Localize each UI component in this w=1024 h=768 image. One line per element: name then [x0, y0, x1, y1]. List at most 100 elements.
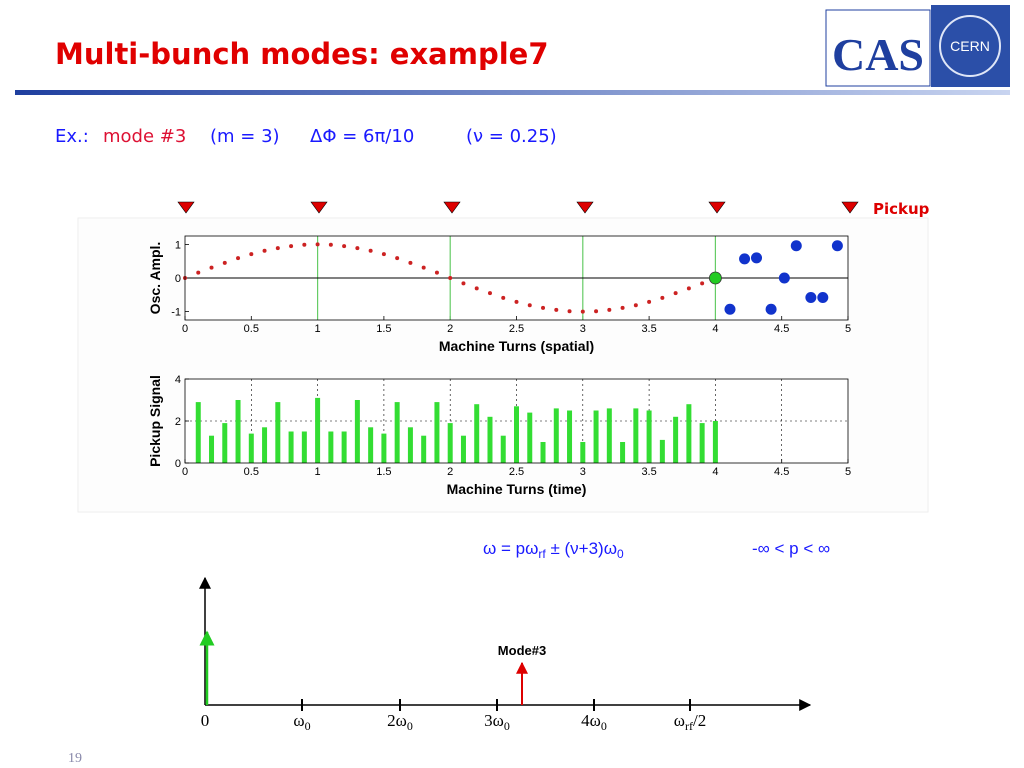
data-point	[541, 305, 546, 310]
logo-frame	[825, 9, 931, 87]
x-tick-label: 0.5	[244, 323, 259, 335]
x-tick-label: 0	[182, 466, 188, 478]
subtitle-mode: mode #3	[103, 126, 186, 147]
bar	[447, 423, 453, 463]
bar	[659, 439, 665, 463]
data-point	[751, 252, 763, 264]
bar	[301, 431, 307, 463]
bar	[421, 435, 427, 463]
y-axis-label: Pickup Signal	[147, 375, 163, 467]
bar	[434, 402, 440, 463]
data-point	[222, 260, 227, 265]
data-point	[607, 307, 612, 312]
y-axis-label: Osc. Ampl.	[147, 242, 163, 315]
bar	[262, 427, 268, 463]
x-tick-label: 4.5	[774, 466, 789, 478]
logo-cern-box	[931, 5, 1010, 87]
bar	[328, 431, 334, 463]
x-tick-label: 0	[182, 323, 188, 335]
subtitle-m: (m = 3)	[210, 126, 280, 147]
x-tick-label: 5	[845, 323, 851, 335]
data-point	[805, 291, 817, 303]
data-point	[328, 242, 333, 247]
bar	[288, 431, 294, 463]
label-base: 4ω	[581, 711, 601, 730]
mode-label: Mode#3	[498, 643, 546, 658]
title-rule	[15, 90, 1010, 95]
spectrum-label: 2ω0	[387, 711, 413, 733]
data-point	[196, 270, 201, 275]
data-point	[620, 305, 625, 310]
plot-frame	[184, 378, 849, 464]
label-base: ω	[293, 711, 304, 730]
label-base: ω	[674, 711, 685, 730]
spectrum-label: 0	[201, 711, 210, 730]
data-point	[567, 309, 572, 314]
data-point	[700, 281, 705, 286]
formula-sub: rf	[538, 547, 546, 561]
bar	[553, 408, 559, 463]
bar	[527, 412, 533, 463]
data-point	[647, 299, 652, 304]
label-sub: 0	[504, 719, 510, 733]
pickup-marker	[708, 201, 726, 214]
x-tick-label: 5	[845, 466, 851, 478]
bar	[514, 406, 519, 463]
y-tick-label: 2	[175, 416, 181, 428]
bar	[633, 408, 639, 463]
data-point	[302, 242, 307, 247]
label-sub: 0	[601, 719, 607, 733]
bar	[394, 402, 400, 463]
bar	[381, 433, 387, 463]
subtitle-phase: ΔΦ = 6π/10	[310, 126, 414, 147]
bar	[368, 427, 374, 463]
page-number: 19	[68, 751, 82, 766]
data-point	[315, 242, 320, 247]
data-point	[709, 271, 722, 285]
pickup-marker	[576, 201, 594, 214]
data-point	[778, 272, 790, 284]
bar	[275, 402, 281, 463]
data-point	[209, 265, 214, 270]
x-tick-label: 3	[580, 323, 586, 335]
bar	[341, 431, 347, 463]
data-point	[580, 309, 585, 314]
bar	[567, 410, 573, 463]
x-tick-label: 3	[580, 466, 586, 478]
x-tick-label: 1	[315, 323, 321, 335]
formula-part: ω = pω	[483, 539, 538, 558]
bar	[474, 404, 480, 463]
subtitle: Ex.: mode #3 (m = 3) ΔΦ = 6π/10 (ν = 0.2…	[55, 126, 557, 147]
bar	[540, 442, 546, 463]
plot-frame	[184, 235, 849, 321]
bar	[209, 435, 215, 463]
spectrum-label: ωrf/2	[674, 711, 706, 733]
bar	[487, 416, 493, 463]
bar	[606, 408, 612, 463]
data-point	[514, 299, 519, 304]
label-base: 3ω	[484, 711, 504, 730]
chart: 0 0.5 1 1.5 2 2.5 3 3.5 4 4.5 5 0 2 4 Machine Turns (t…	[147, 374, 851, 497]
logo-cern: CERN	[950, 38, 990, 54]
data-point	[633, 303, 638, 308]
x-tick-label: 4	[712, 466, 718, 478]
bar	[315, 397, 321, 463]
data-point	[408, 260, 413, 265]
label-tail: /2	[693, 711, 706, 730]
data-point	[817, 291, 829, 303]
data-point	[739, 253, 751, 265]
y-tick-label: 0	[175, 273, 181, 285]
pickup-marker	[841, 201, 859, 214]
pickup-label: Pickup	[873, 200, 930, 218]
data-point	[831, 240, 843, 252]
pickup-marker	[310, 201, 328, 214]
bar	[673, 416, 679, 463]
formula: ω = pωrf ± (ν+3)ω0	[483, 539, 624, 561]
x-tick-label: 1.5	[376, 323, 391, 335]
spectrum-label: 3ω0	[484, 711, 510, 733]
x-tick-label: 0.5	[244, 466, 259, 478]
x-tick-label: 4	[712, 323, 718, 335]
label-sub: 0	[407, 719, 413, 733]
data-point	[790, 240, 802, 252]
data-point	[342, 244, 347, 249]
